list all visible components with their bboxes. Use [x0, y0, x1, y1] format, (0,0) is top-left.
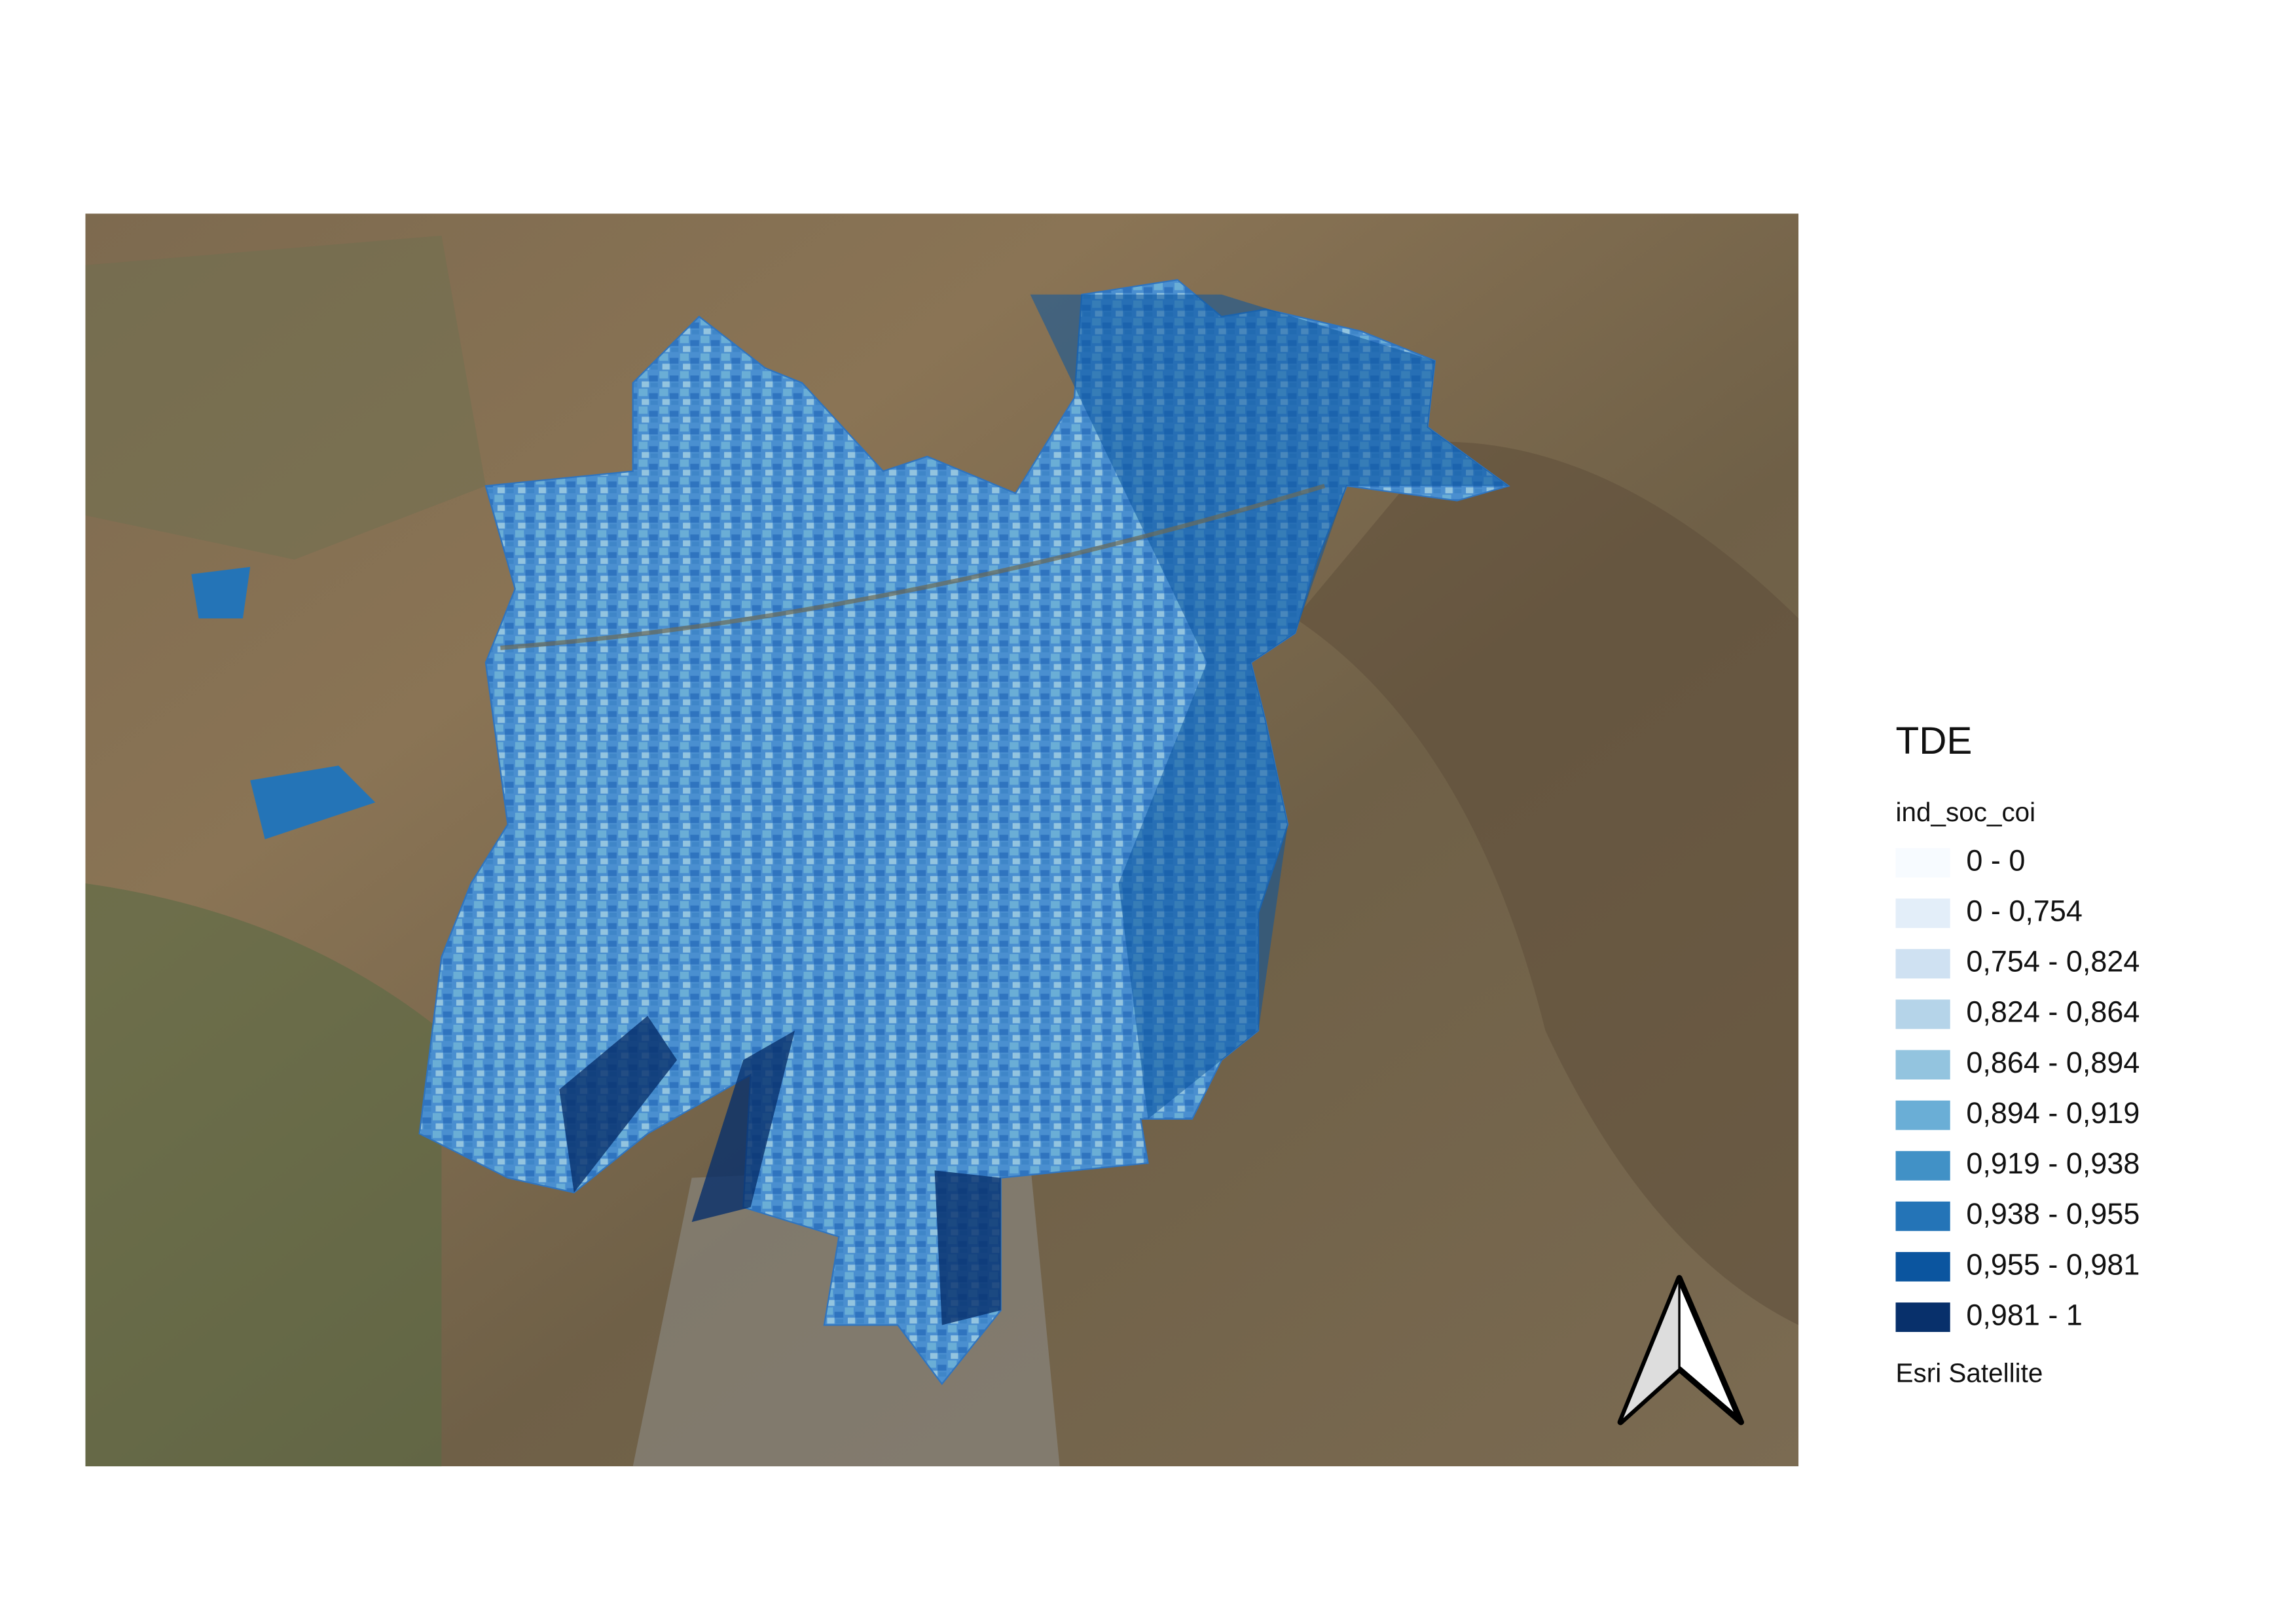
urban-area-dark	[559, 1016, 1001, 1325]
legend-swatch	[1895, 949, 1950, 979]
legend-swatch	[1895, 1151, 1950, 1181]
legend-label: 0 - 0	[1966, 843, 2025, 877]
outlying-area	[191, 566, 376, 840]
legend-label: 0 - 0,754	[1966, 895, 2082, 928]
legend-swatch	[1895, 1050, 1950, 1080]
legend-swatch	[1895, 999, 1950, 1029]
legend-swatch	[1895, 1302, 1950, 1333]
map-frame	[85, 213, 1799, 1467]
legend-label: 0,864 - 0,894	[1966, 1046, 2140, 1079]
legend-swatch	[1895, 1100, 1950, 1130]
legend-label: 0,919 - 0,938	[1966, 1147, 2140, 1180]
legend-label: 0,955 - 0,981	[1966, 1247, 2140, 1281]
legend-title: TDE	[1896, 720, 1973, 762]
legend-label: 0,981 - 1	[1966, 1298, 2082, 1331]
legend-label: 0,754 - 0,824	[1966, 945, 2140, 978]
legend-label: 0,938 - 0,955	[1966, 1197, 2140, 1230]
legend-swatch	[1895, 848, 1950, 878]
legend-swatch	[1895, 1251, 1950, 1282]
legend-label: 0,894 - 0,919	[1966, 1096, 2140, 1130]
legend-swatch	[1895, 1201, 1950, 1231]
north-arrow	[1617, 1275, 1744, 1426]
mountains	[1295, 441, 1799, 1325]
urban-area-east	[1030, 294, 1509, 1119]
legend-field: ind_soc_coi	[1896, 797, 2036, 827]
river	[500, 483, 1326, 650]
farmland	[85, 883, 442, 1467]
legend: TDE ind_soc_coi Esri Satellite 0 - 0 0 - …	[1895, 720, 2140, 1388]
legend-label: 0,824 - 0,864	[1966, 995, 2140, 1029]
legend-swatch	[1895, 898, 1950, 929]
farmland	[85, 235, 486, 560]
basemap-label: Esri Satellite	[1896, 1358, 2043, 1388]
